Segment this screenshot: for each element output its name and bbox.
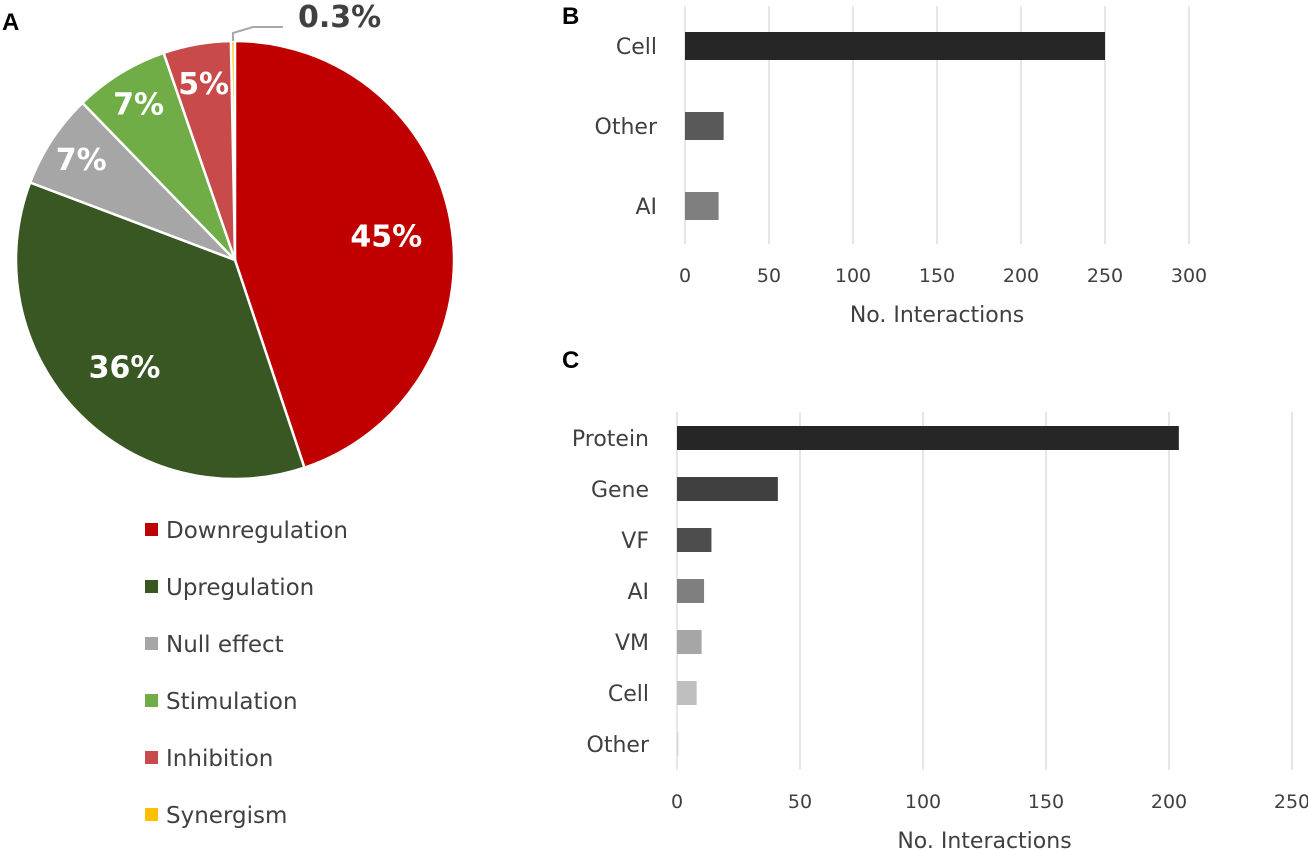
category-label-vf: VF xyxy=(621,529,649,554)
legend-swatch-upregulation xyxy=(145,580,158,593)
category-label-vm: VM xyxy=(615,631,649,656)
x-tick-50: 50 xyxy=(788,791,812,813)
x-tick-300: 300 xyxy=(1171,265,1207,287)
bar-protein xyxy=(677,426,1179,450)
x-tick-100: 100 xyxy=(835,265,871,287)
legend-label-inhibition: Inhibition xyxy=(166,746,273,772)
category-label-gene: Gene xyxy=(591,478,649,503)
bar-vf xyxy=(677,528,712,552)
category-label-cell: Cell xyxy=(616,35,657,60)
category-label-protein: Protein xyxy=(572,427,649,452)
category-label-cell: Cell xyxy=(608,682,649,707)
category-label-ai: AI xyxy=(635,195,657,220)
x-tick-250: 250 xyxy=(1274,791,1308,813)
pie-slice-upregulation xyxy=(14,180,307,481)
pie-label-null-effect: 7% xyxy=(56,143,107,178)
pie-slice-inhibition xyxy=(162,39,237,261)
legend-swatch-inhibition xyxy=(145,751,158,764)
bar-other xyxy=(685,112,724,140)
bar-chart-interaction-types: 0 50 100 150 200 250 Protein Gene VF AI VM Cell Othe… xyxy=(572,412,1308,850)
legend-swatch-synergism xyxy=(145,808,158,821)
x-tick-50: 50 xyxy=(757,265,781,287)
x-tick-200: 200 xyxy=(1151,791,1187,813)
pie-slice-downregulation xyxy=(233,39,456,470)
x-tick-150: 150 xyxy=(919,265,955,287)
legend-label-stimulation: Stimulation xyxy=(166,689,298,715)
bar-cell xyxy=(685,32,1105,60)
x-tick-250: 250 xyxy=(1087,265,1123,287)
bar-vm xyxy=(677,630,702,654)
pie-callout-line xyxy=(231,26,283,42)
bar-chart-cell-other-ai: 0 50 100 150 200 250 300 Cell Other AI No. Interac… xyxy=(595,6,1207,328)
pie-chart: 45% 36% 7%7% 5% 0.3% xyxy=(14,0,456,481)
panel-letter-a: A xyxy=(2,9,19,36)
panel-letter-c: C xyxy=(562,347,579,374)
category-label-other: Other xyxy=(587,733,650,758)
x-tick-150: 150 xyxy=(1028,791,1064,813)
legend-swatch-stimulation xyxy=(145,694,158,707)
bar-ai xyxy=(685,192,719,220)
legend-swatch-null-effect xyxy=(145,637,158,650)
panel-letter-b: B xyxy=(562,3,579,30)
x-tick-0: 0 xyxy=(679,265,691,287)
legend-label-synergism: Synergism xyxy=(166,803,287,829)
legend-label-null-effect: Null effect xyxy=(166,632,284,658)
category-label-ai: AI xyxy=(627,580,649,605)
bar-gene xyxy=(677,477,778,501)
pie-label-upregulation: 36% xyxy=(89,350,161,385)
legend-label-downregulation: Downregulation xyxy=(166,518,348,544)
pie-label-downregulation: 45% xyxy=(350,219,422,254)
bar-ai xyxy=(677,579,705,603)
pie-label-stimulation: 7% xyxy=(113,87,164,122)
pie-label-inhibition: 5% xyxy=(178,67,229,102)
legend-swatch-downregulation xyxy=(145,523,158,536)
x-axis-title: No. Interactions xyxy=(897,829,1071,850)
bar-other xyxy=(677,732,679,756)
pie-label-synergism: 0.3% xyxy=(298,0,381,35)
x-tick-200: 200 xyxy=(1003,265,1039,287)
pie-legend: Downregulation Upregulation Null effect Sti… xyxy=(145,518,348,829)
legend-label-upregulation: Upregulation xyxy=(166,575,314,601)
bar-cell xyxy=(677,681,697,705)
category-label-other: Other xyxy=(595,115,658,140)
x-tick-100: 100 xyxy=(905,791,941,813)
x-tick-0: 0 xyxy=(671,791,683,813)
x-axis-title: No. Interactions xyxy=(850,303,1024,328)
